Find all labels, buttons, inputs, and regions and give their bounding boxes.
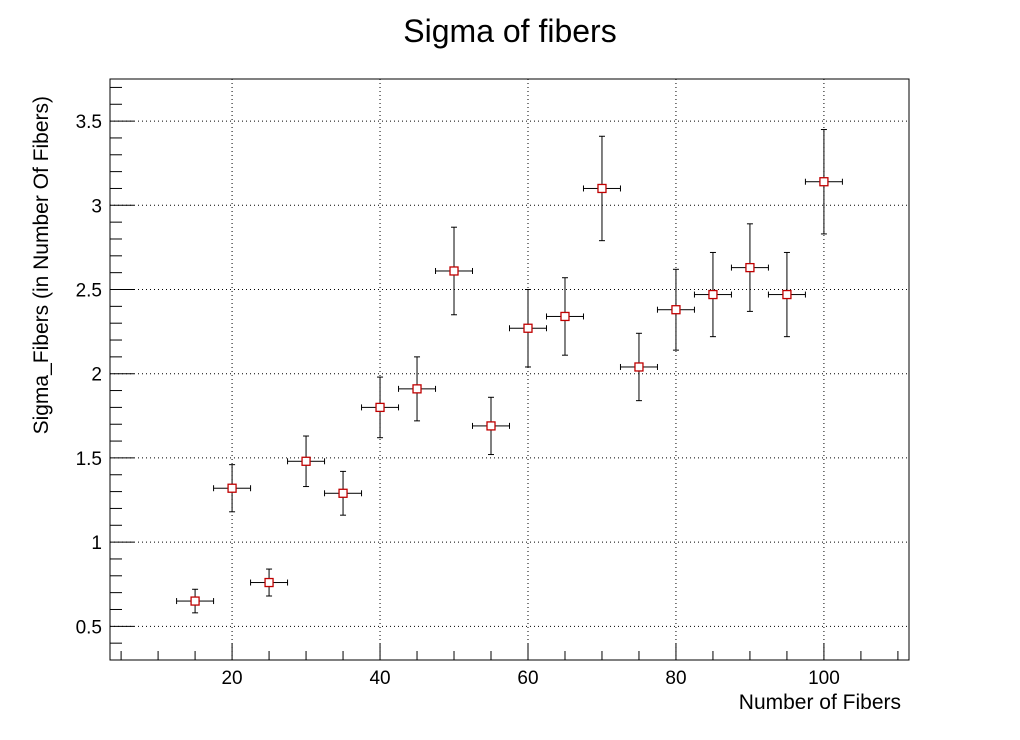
square-marker [523,323,533,333]
square-marker [412,384,422,394]
square-marker [375,402,385,413]
data-point [804,129,843,235]
data-point [287,435,326,488]
data-point [176,588,215,614]
data-point [213,464,252,513]
chart-title: Sigma of fibers [403,13,616,49]
x-tick-label: 20 [221,668,242,689]
data-point [545,277,584,356]
data-point [472,396,510,456]
y-tick-label: 2.5 [76,281,102,302]
x-axis-label: Number of Fibers [739,691,901,714]
square-marker [671,305,681,315]
square-marker [190,596,200,606]
x-tick-label: 80 [665,668,686,689]
y-tick-label: 0.5 [76,617,102,638]
data-points [176,129,843,614]
data-point [361,376,400,439]
y-tick-label: 2 [91,365,102,386]
y-axis-label: Sigma_Fibers (in Number Of Fibers) [30,96,53,434]
square-marker [634,362,644,372]
square-marker [560,311,570,322]
data-point [582,135,621,242]
square-marker [449,266,459,276]
square-marker [597,183,607,194]
x-tick-label: 40 [369,668,390,689]
square-marker [338,488,348,498]
data-point [767,251,806,338]
data-point [324,470,363,516]
data-point [656,268,695,351]
square-marker [301,456,311,466]
grid-lines [110,79,909,660]
x-tick-label: 60 [517,668,538,689]
data-point [435,226,474,316]
y-tick-label: 3.5 [76,112,102,133]
x-tick-label: 100 [808,668,840,689]
square-marker [782,289,792,300]
tick-labels: 20 40 60 80 100 0.5 1 1.5 2 2.5 3 3.5 [76,112,840,689]
data-point [509,289,547,368]
data-point [730,223,769,312]
y-tick-label: 3 [91,196,102,217]
data-point [398,356,437,422]
square-marker [227,483,237,493]
square-marker [819,177,829,187]
axis-ticks [110,86,899,661]
data-point [619,332,658,402]
plot-frame [109,78,910,661]
y-tick-label: 1 [91,533,102,554]
square-marker [745,262,755,273]
square-marker [264,577,274,588]
y-tick-label: 1.5 [76,449,102,470]
data-point [250,568,289,597]
data-point [693,251,732,338]
square-marker [708,289,718,300]
square-marker [486,421,496,431]
